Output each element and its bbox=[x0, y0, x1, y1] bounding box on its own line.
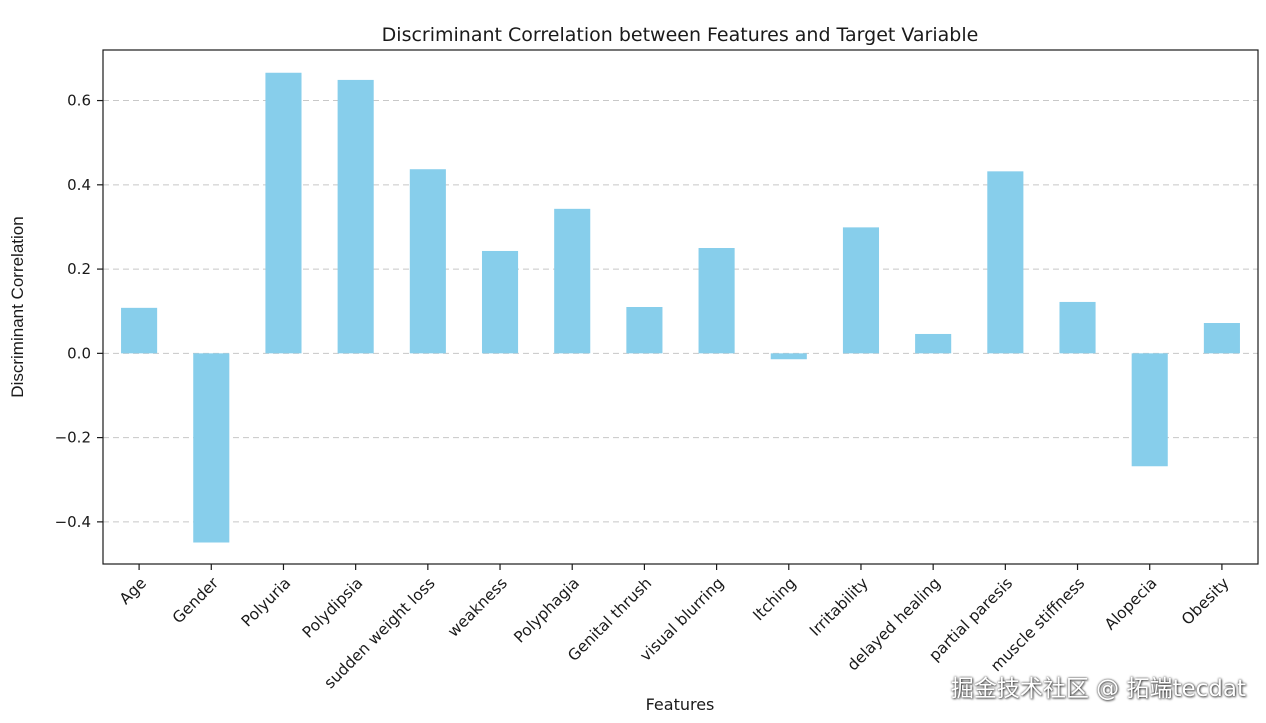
bar-muscle-stiffness bbox=[1059, 301, 1096, 354]
x-tick-label: Gender bbox=[169, 574, 223, 628]
x-tick-label: Itching bbox=[749, 574, 799, 624]
x-axis-label: Features bbox=[646, 695, 715, 714]
bar-genital-thrush bbox=[626, 307, 663, 354]
y-axis-ticks: −0.4 −0.2 0.0 0.2 0.4 0.6 bbox=[55, 92, 103, 531]
bar-obesity bbox=[1203, 323, 1240, 354]
x-tick-label: Age bbox=[116, 574, 150, 608]
bar-delayed-healing bbox=[915, 333, 952, 354]
bar-gender bbox=[193, 353, 230, 543]
y-tick-label: −0.2 bbox=[55, 429, 91, 447]
y-tick-label: 0.0 bbox=[67, 344, 91, 362]
y-tick-label: 0.6 bbox=[67, 92, 91, 110]
bar-polydipsia bbox=[337, 79, 374, 354]
x-tick-label: Polydipsia bbox=[299, 574, 367, 642]
bar-polyphagia bbox=[554, 208, 591, 354]
bar-partial-paresis bbox=[987, 171, 1024, 354]
x-tick-label: Irritability bbox=[806, 574, 872, 640]
x-tick-label: Obesity bbox=[1178, 574, 1233, 629]
x-tick-label: Alopecia bbox=[1101, 574, 1160, 633]
bar-weakness bbox=[481, 250, 519, 354]
chart-title: Discriminant Correlation between Feature… bbox=[382, 24, 979, 46]
y-tick-label: 0.2 bbox=[67, 260, 91, 278]
bars bbox=[121, 72, 1240, 543]
bar-visual-blurring bbox=[698, 248, 735, 354]
y-axis-label: Discriminant Correlation bbox=[8, 216, 27, 397]
x-tick-label: Polyphagia bbox=[511, 574, 584, 647]
watermark-text: 掘金技术社区 @ 拓端tecdat bbox=[950, 676, 1246, 702]
x-tick-label: Polyuria bbox=[238, 574, 294, 630]
y-tick-label: 0.4 bbox=[67, 176, 91, 194]
y-tick-label: −0.4 bbox=[55, 513, 91, 531]
bar-sudden-weight-loss bbox=[409, 169, 446, 354]
plot-frame bbox=[102, 49, 1259, 565]
bar-age bbox=[121, 307, 158, 354]
bar-irritability bbox=[842, 227, 880, 354]
bar-alopecia bbox=[1131, 353, 1168, 467]
bar-itching bbox=[770, 353, 807, 360]
bar-polyuria bbox=[265, 72, 302, 354]
x-tick-label: weakness bbox=[444, 574, 511, 641]
